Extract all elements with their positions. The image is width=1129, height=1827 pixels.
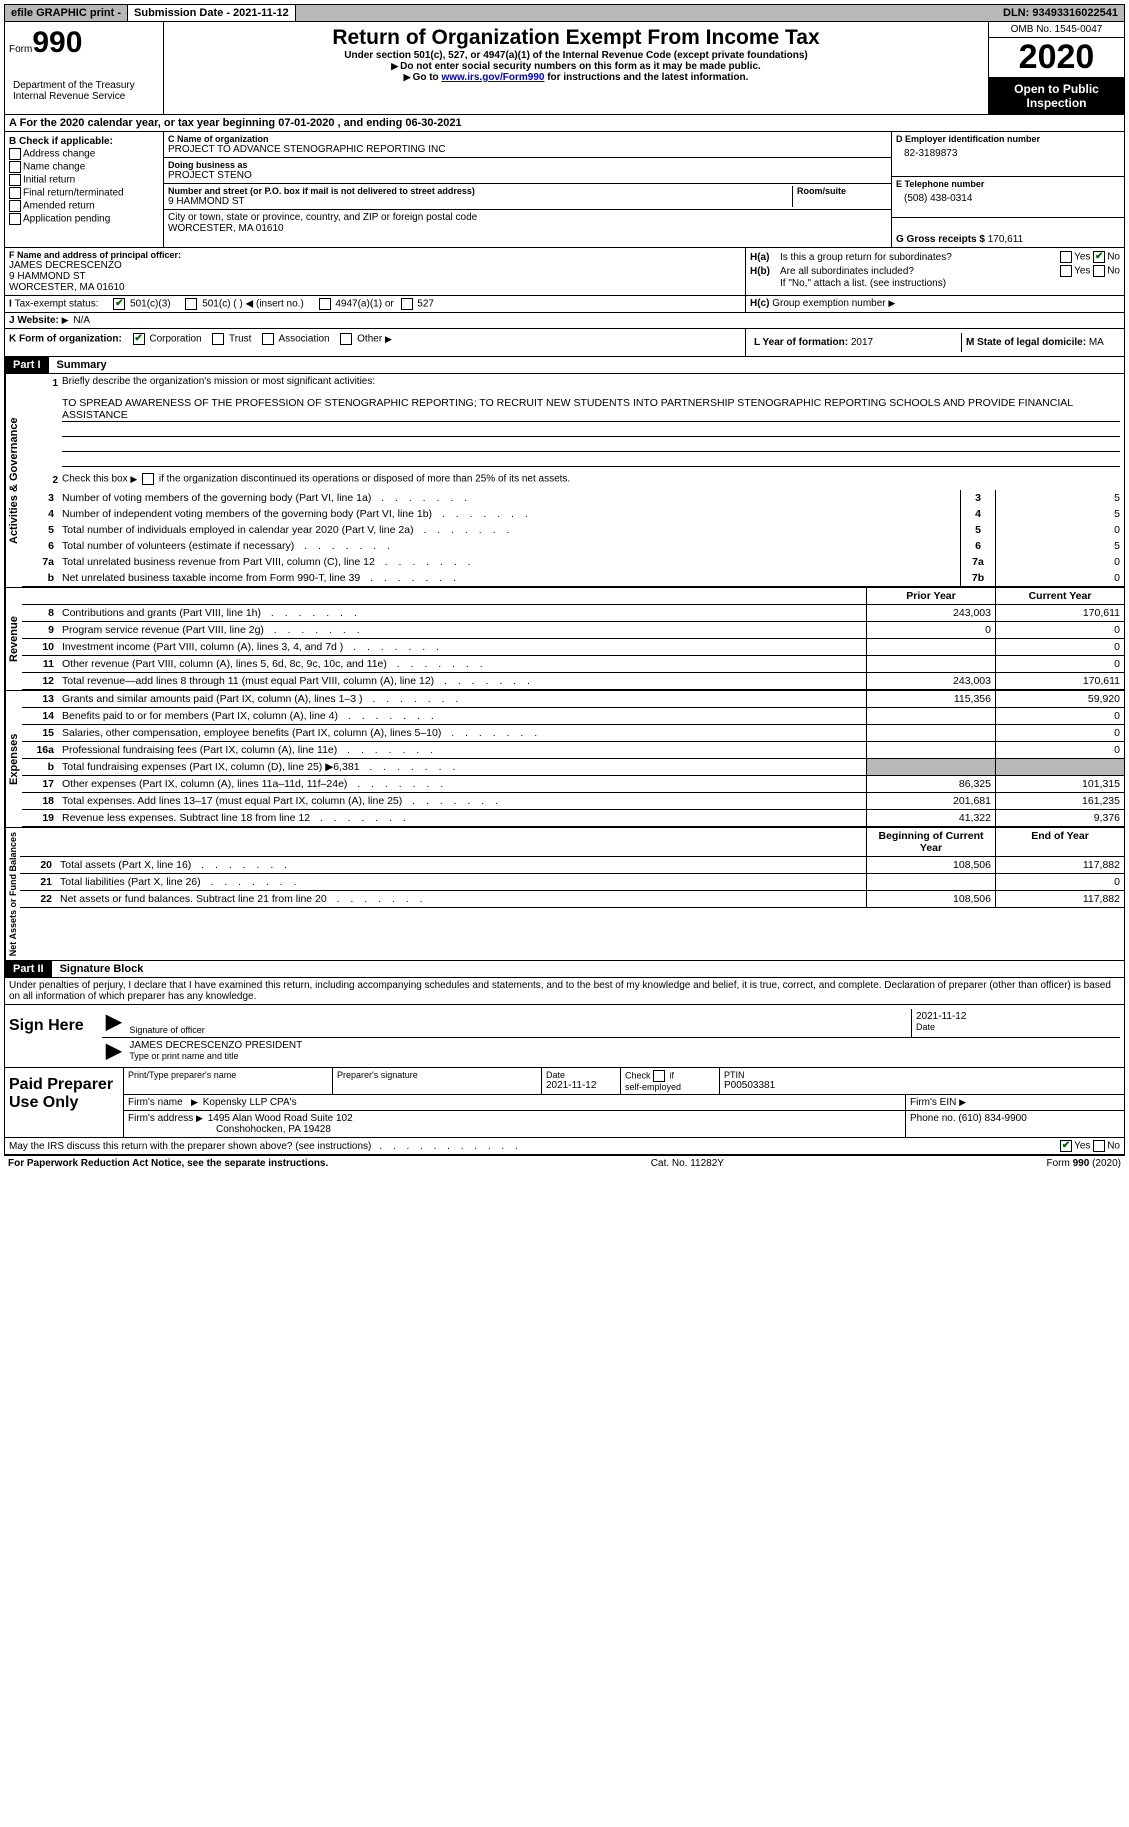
firm-phone: (610) 834-9900 — [958, 1113, 1026, 1124]
mission-text: TO SPREAD AWARENESS OF THE PROFESSION OF… — [62, 397, 1120, 422]
sign-here-label: Sign Here — [5, 1005, 98, 1067]
summary-row: 8Contributions and grants (Part VIII, li… — [22, 605, 1124, 622]
form-label: Form — [9, 44, 32, 55]
summary-row: bNet unrelated business taxable income f… — [22, 570, 1124, 587]
form990-link[interactable]: www.irs.gov/Form990 — [441, 72, 544, 83]
part-i-title: Summary — [49, 357, 115, 373]
section-b: B Check if applicable: Address change Na… — [5, 132, 164, 247]
perjury-declaration: Under penalties of perjury, I declare th… — [5, 978, 1124, 1004]
form-number: 990 — [32, 26, 82, 59]
tax-year: 2020 — [989, 38, 1124, 78]
form-subtitle-1: Under section 501(c), 527, or 4947(a)(1)… — [168, 50, 984, 61]
summary-row: 22Net assets or fund balances. Subtract … — [20, 891, 1124, 908]
side-revenue: Revenue — [5, 588, 22, 690]
summary-row: 6Total number of volunteers (estimate if… — [22, 538, 1124, 554]
section-l: L Year of formation: 2017 — [750, 333, 962, 352]
summary-row: 15Salaries, other compensation, employee… — [22, 725, 1124, 742]
paid-preparer-label: Paid Preparer Use Only — [5, 1068, 124, 1137]
org-dba: PROJECT STENO — [168, 170, 887, 181]
summary-row: 17Other expenses (Part IX, column (A), l… — [22, 776, 1124, 793]
section-i: I Tax-exempt status: 501(c)(3) 501(c) ( … — [5, 296, 745, 312]
omb-number: OMB No. 1545-0047 — [989, 22, 1124, 38]
firm-name: Kopensky LLP CPA's — [203, 1097, 297, 1108]
summary-row: 9Program service revenue (Part VIII, lin… — [22, 622, 1124, 639]
top-bar: efile GRAPHIC print - Submission Date - … — [4, 4, 1125, 22]
section-m: M State of legal domicile: MA — [962, 333, 1120, 352]
section-j: J Website: N/A — [5, 313, 94, 328]
summary-row: 16aProfessional fundraising fees (Part I… — [22, 742, 1124, 759]
summary-row: 12Total revenue—add lines 8 through 11 (… — [22, 673, 1124, 690]
summary-row: 7aTotal unrelated business revenue from … — [22, 554, 1124, 570]
form-title: Return of Organization Exempt From Incom… — [168, 26, 984, 50]
cat-no: Cat. No. 11282Y — [651, 1158, 724, 1169]
org-city: WORCESTER, MA 01610 — [168, 223, 887, 234]
org-street: 9 HAMMOND ST — [168, 196, 792, 207]
section-h: H(a)Is this a group return for subordina… — [745, 248, 1124, 295]
summary-row: 13Grants and similar amounts paid (Part … — [22, 691, 1124, 708]
telephone: (508) 438-0314 — [896, 189, 1120, 208]
ein: 82-3189873 — [896, 144, 1120, 163]
summary-row: 19Revenue less expenses. Subtract line 1… — [22, 810, 1124, 827]
summary-row: 11Other revenue (Part VIII, column (A), … — [22, 656, 1124, 673]
part-ii-header: Part II — [5, 961, 52, 977]
dln: DLN: 93493316022541 — [997, 5, 1124, 21]
side-netassets: Net Assets or Fund Balances — [5, 828, 20, 960]
summary-row: 10Investment income (Part VIII, column (… — [22, 639, 1124, 656]
summary-row: 5Total number of individuals employed in… — [22, 522, 1124, 538]
org-name: PROJECT TO ADVANCE STENOGRAPHIC REPORTIN… — [168, 144, 887, 155]
officer-name: JAMES DECRESCENZO PRESIDENT — [129, 1040, 1116, 1051]
summary-row: bTotal fundraising expenses (Part IX, co… — [22, 759, 1124, 776]
summary-row: 4Number of independent voting members of… — [22, 506, 1124, 522]
efile-label: efile GRAPHIC print - — [5, 5, 127, 21]
pra-notice: For Paperwork Reduction Act Notice, see … — [8, 1158, 328, 1169]
section-f: F Name and address of principal officer:… — [5, 248, 745, 295]
line-a-period: A For the 2020 calendar year, or tax yea… — [5, 115, 1124, 132]
section-k: K Form of organization: Corporation Trus… — [5, 329, 745, 356]
side-expenses: Expenses — [5, 691, 22, 827]
gross-receipts: 170,611 — [988, 234, 1023, 245]
submission-date: Submission Date - 2021-11-12 — [127, 5, 296, 21]
dept-treasury: Department of the Treasury Internal Reve… — [9, 78, 159, 104]
part-i-header: Part I — [5, 357, 49, 373]
ptin: P00503381 — [724, 1080, 1120, 1091]
form-header: Form990 Department of the Treasury Inter… — [5, 22, 1124, 115]
summary-row: 21Total liabilities (Part X, line 26) . … — [20, 874, 1124, 891]
part-ii-title: Signature Block — [52, 961, 152, 977]
summary-row: 20Total assets (Part X, line 16) . . . .… — [20, 857, 1124, 874]
form-subtitle-2: Do not enter social security numbers on … — [400, 61, 761, 72]
summary-row: 3Number of voting members of the governi… — [22, 490, 1124, 506]
open-inspection: Open to Public Inspection — [989, 78, 1124, 114]
summary-row: 14Benefits paid to or for members (Part … — [22, 708, 1124, 725]
summary-row: 18Total expenses. Add lines 13–17 (must … — [22, 793, 1124, 810]
side-activities: Activities & Governance — [5, 374, 22, 587]
